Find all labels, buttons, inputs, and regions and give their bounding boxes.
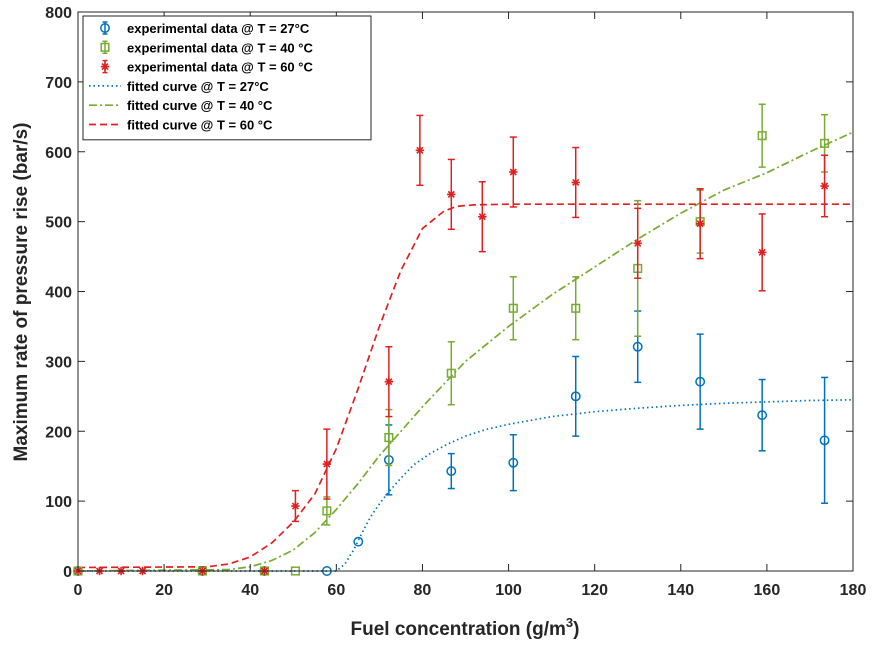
data-point xyxy=(384,377,394,386)
x-tick-label: 60 xyxy=(327,582,345,599)
data-point xyxy=(820,138,830,148)
x-tick-label: 0 xyxy=(74,582,83,599)
y-tick-label: 300 xyxy=(45,354,72,371)
x-tick-label: 20 xyxy=(155,582,173,599)
series-layer xyxy=(73,103,854,576)
legend-label: experimental data @ T = 27°C xyxy=(127,21,310,36)
data-point xyxy=(322,506,332,516)
legend-entry: fitted curve @ T = 60 °C xyxy=(89,118,273,133)
data-point xyxy=(478,212,487,221)
data-point xyxy=(695,376,706,387)
data-point xyxy=(415,146,425,155)
x-axis-label-superscript: 3 xyxy=(566,615,573,630)
errorbar-series-2 xyxy=(73,114,829,576)
data-point xyxy=(571,178,580,187)
data-point xyxy=(632,341,643,352)
y-tick-label: 100 xyxy=(45,494,72,511)
x-axis-label-suffix: ) xyxy=(573,619,579,640)
x-tick-label: 120 xyxy=(581,582,608,599)
legend-label: fitted curve @ T = 40 °C xyxy=(127,98,273,113)
x-tick-label: 160 xyxy=(754,582,781,599)
data-point xyxy=(446,368,456,378)
data-point xyxy=(509,167,518,177)
x-tick-label: 100 xyxy=(495,582,522,599)
data-point xyxy=(820,181,829,191)
data-point xyxy=(757,131,767,141)
legend-symbol xyxy=(100,21,110,35)
data-point xyxy=(291,501,300,511)
legend: experimental data @ T = 27°C experimental… xyxy=(82,15,372,141)
legend-label: experimental data @ T = 40 °C xyxy=(127,40,313,55)
legend-label: experimental data @ T = 60 °C xyxy=(127,60,313,75)
fitted-curve-5 xyxy=(77,203,853,569)
legend-symbol xyxy=(100,40,110,55)
data-point xyxy=(384,432,394,443)
y-tick-label: 600 xyxy=(45,145,72,162)
legend-label: fitted curve @ T = 27°C xyxy=(127,79,269,94)
x-tick-label: 140 xyxy=(667,582,694,599)
axes-layer: 0 20 40 60 80 100 120 140 160 180 0 100 200 300 400 500… xyxy=(45,5,866,599)
y-tick-label: 0 xyxy=(63,564,72,581)
data-point xyxy=(695,219,705,228)
legend-entry: fitted curve @ T = 27°C xyxy=(89,79,269,94)
y-axis-label: Maximum rate of pressure rise (bar/s) xyxy=(11,123,32,462)
data-point xyxy=(633,239,642,248)
legend-entry: fitted curve @ T = 40 °C xyxy=(89,98,273,113)
x-tick-label: 80 xyxy=(414,582,432,599)
x-tick-label: 180 xyxy=(840,582,867,599)
fitted-curve-4 xyxy=(77,131,854,572)
legend-symbol xyxy=(100,59,110,74)
data-point xyxy=(757,410,768,421)
data-point xyxy=(322,459,332,469)
data-point xyxy=(570,391,581,402)
data-point xyxy=(353,536,364,547)
data-point xyxy=(819,435,830,446)
y-tick-label: 500 xyxy=(45,215,72,232)
legend-entry: experimental data @ T = 27°C xyxy=(100,21,310,36)
legend-entry: experimental data @ T = 40 °C xyxy=(100,40,313,55)
x-axis-label: Fuel concentration (g/m3) xyxy=(351,615,580,640)
data-point xyxy=(447,190,456,199)
legend-label: fitted curve @ T = 60 °C xyxy=(127,118,273,133)
data-point xyxy=(508,303,518,313)
data-point xyxy=(508,457,519,468)
y-tick-label: 200 xyxy=(45,424,72,441)
y-tick-label: 400 xyxy=(45,285,72,302)
data-point xyxy=(571,303,581,313)
y-tick-label: 800 xyxy=(45,5,72,22)
legend-box xyxy=(82,15,372,141)
data-point xyxy=(446,466,457,477)
x-tick-label: 40 xyxy=(241,582,259,599)
data-point xyxy=(757,248,767,257)
legend-entry: experimental data @ T = 60 °C xyxy=(100,59,313,75)
y-tick-label: 700 xyxy=(45,75,72,92)
fitted-curve-3 xyxy=(78,398,854,572)
